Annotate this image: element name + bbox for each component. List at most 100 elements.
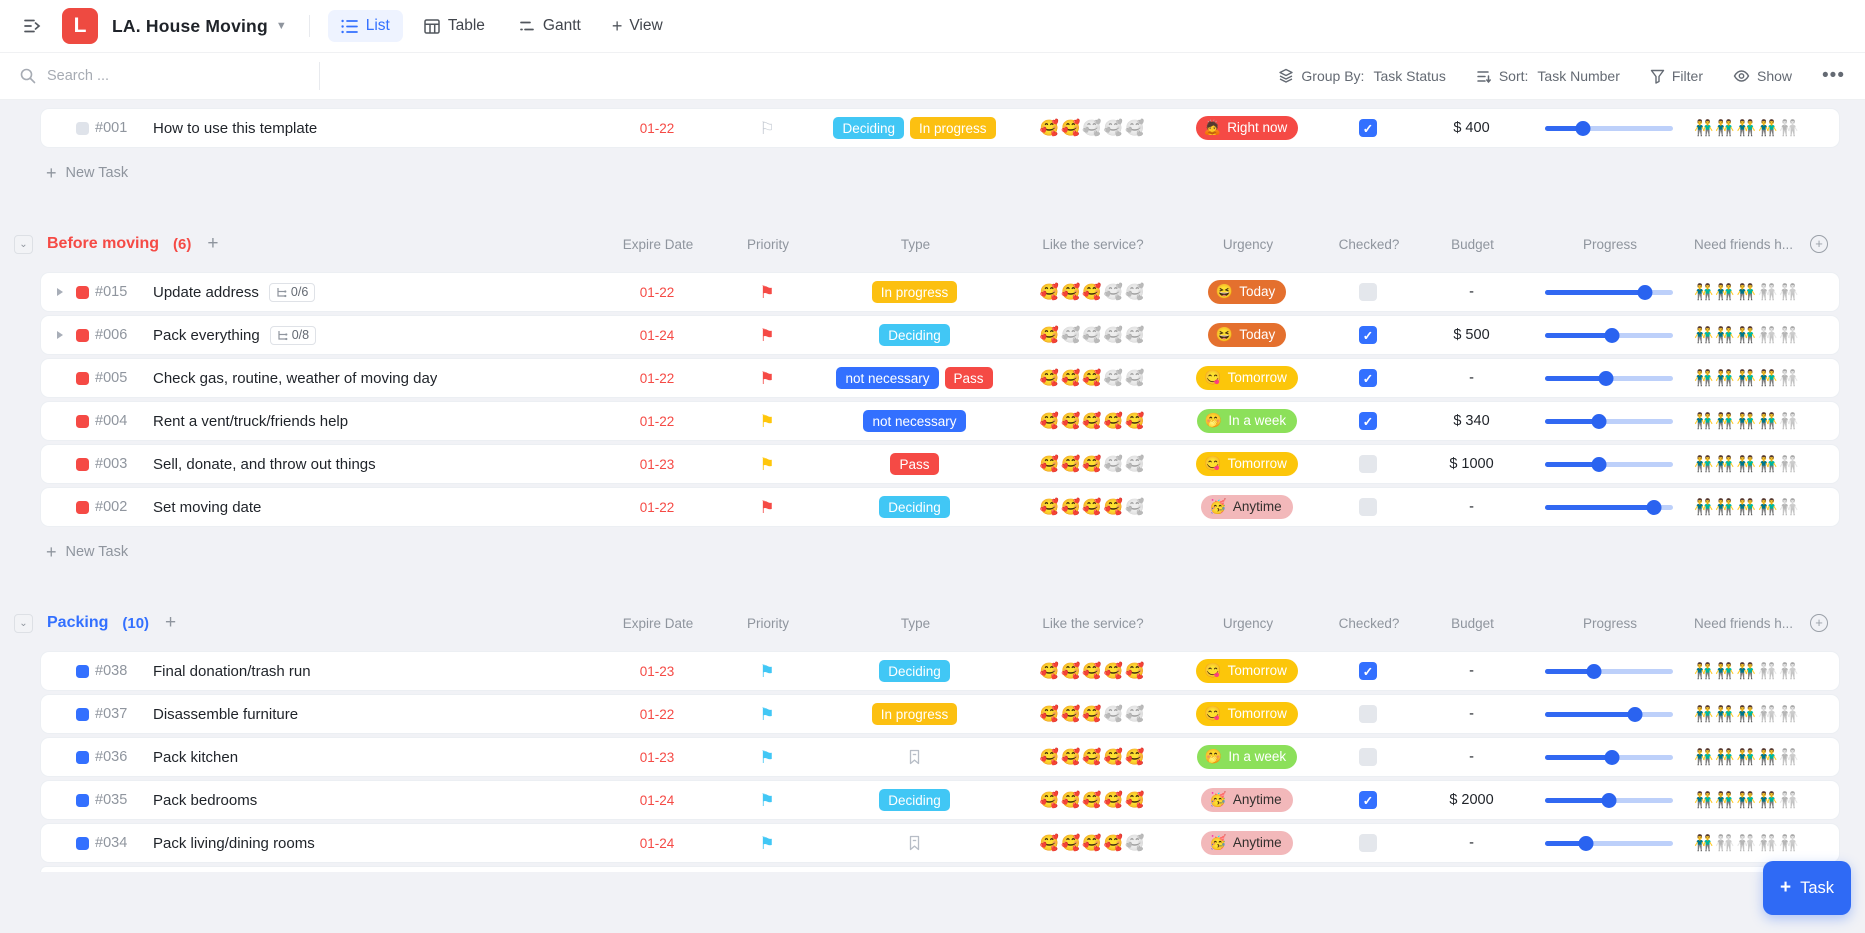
- rating-emoji[interactable]: 👬: [1694, 369, 1714, 387]
- rating-emoji[interactable]: 🥰: [1124, 369, 1145, 387]
- rating-emoji[interactable]: 👬: [1736, 705, 1756, 723]
- status-dot[interactable]: [75, 414, 89, 428]
- rating-emoji[interactable]: 👬: [1757, 791, 1778, 809]
- status-dot[interactable]: [75, 285, 89, 299]
- rating-emoji[interactable]: 🥰: [1124, 748, 1145, 766]
- checked-checkbox[interactable]: [1359, 498, 1377, 516]
- friends-rating[interactable]: 👬 👬 👬 👬 👬: [1689, 369, 1829, 388]
- rating-emoji[interactable]: 🥰: [1082, 748, 1102, 766]
- rating-emoji[interactable]: 🥰: [1082, 662, 1102, 680]
- expand-arrow-icon[interactable]: [57, 288, 63, 296]
- rating-emoji[interactable]: 👬: [1779, 412, 1799, 430]
- budget-value[interactable]: -: [1469, 835, 1474, 851]
- urgency-badge[interactable]: 😋 Tomorrow: [1196, 366, 1298, 390]
- urgency-badge[interactable]: 😋 Tomorrow: [1196, 452, 1298, 476]
- progress-slider[interactable]: [1545, 499, 1673, 515]
- rating-emoji[interactable]: 👬: [1694, 662, 1714, 680]
- subtask-counter[interactable]: 0/6: [268, 282, 316, 302]
- rating-emoji[interactable]: 👬: [1694, 455, 1714, 473]
- rating-emoji[interactable]: 🥰: [1039, 834, 1060, 852]
- rating-emoji[interactable]: 👬: [1757, 498, 1778, 516]
- progress-slider[interactable]: [1545, 284, 1673, 300]
- progress-slider[interactable]: [1545, 663, 1673, 679]
- more-menu-icon[interactable]: •••: [1822, 65, 1845, 86]
- type-cell[interactable]: Deciding: [817, 789, 1012, 811]
- rating-emoji[interactable]: 👬: [1736, 748, 1756, 766]
- like-rating[interactable]: 🥰 🥰 🥰 🥰 🥰: [1012, 748, 1172, 767]
- priority-flag-icon[interactable]: ⚑: [759, 661, 775, 681]
- task-title[interactable]: Pack bedrooms: [153, 791, 258, 809]
- like-rating[interactable]: 🥰 🥰 🥰 🥰 🥰: [1012, 369, 1172, 388]
- task-row[interactable]: #034 Pack living/dining rooms 01-24 ⚑ 🥰 🥰…: [40, 823, 1840, 863]
- rating-emoji[interactable]: 🥰: [1082, 705, 1102, 723]
- status-dot[interactable]: [75, 793, 89, 807]
- task-title[interactable]: Final donation/trash run: [153, 662, 311, 680]
- type-cell[interactable]: Deciding: [817, 496, 1012, 518]
- slider-thumb[interactable]: [1578, 836, 1594, 851]
- progress-slider[interactable]: [1545, 327, 1673, 343]
- workspace-logo[interactable]: L: [62, 8, 98, 44]
- rating-emoji[interactable]: 👬: [1779, 119, 1799, 137]
- expire-date[interactable]: 01-23: [639, 456, 675, 472]
- task-row[interactable]: #003 Sell, donate, and throw out things …: [40, 444, 1840, 484]
- rating-emoji[interactable]: 👬: [1715, 369, 1735, 387]
- rating-emoji[interactable]: 👬: [1715, 455, 1735, 473]
- rating-emoji[interactable]: 👬: [1736, 455, 1756, 473]
- status-dot[interactable]: [75, 500, 89, 514]
- rating-emoji[interactable]: 👬: [1715, 791, 1735, 809]
- expire-date[interactable]: 01-22: [639, 120, 675, 136]
- rating-emoji[interactable]: 🥰: [1082, 326, 1102, 344]
- slider-thumb[interactable]: [1627, 707, 1643, 722]
- budget-value[interactable]: -: [1469, 499, 1474, 515]
- rating-emoji[interactable]: 🥰: [1124, 119, 1145, 137]
- checked-checkbox[interactable]: [1359, 326, 1377, 344]
- like-rating[interactable]: 🥰 🥰 🥰 🥰 🥰: [1012, 834, 1172, 853]
- budget-value[interactable]: -: [1469, 284, 1474, 300]
- rating-emoji[interactable]: 🥰: [1061, 705, 1081, 723]
- urgency-badge[interactable]: 🥳 Anytime: [1201, 495, 1293, 519]
- rating-emoji[interactable]: 🥰: [1103, 834, 1123, 852]
- task-title[interactable]: Update address: [153, 283, 259, 301]
- rating-emoji[interactable]: 👬: [1736, 662, 1756, 680]
- checked-checkbox[interactable]: [1359, 283, 1377, 301]
- expire-date[interactable]: 01-24: [639, 792, 675, 808]
- rating-emoji[interactable]: 👬: [1694, 748, 1714, 766]
- urgency-badge[interactable]: 😋 Tomorrow: [1196, 702, 1298, 726]
- rating-emoji[interactable]: 👬: [1694, 119, 1714, 137]
- task-row[interactable]: #038 Final donation/trash run 01-23 ⚑ De…: [40, 651, 1840, 691]
- task-title[interactable]: Pack everything: [153, 326, 260, 344]
- rating-emoji[interactable]: 👬: [1757, 705, 1778, 723]
- progress-slider[interactable]: [1545, 456, 1673, 472]
- progress-slider[interactable]: [1545, 370, 1673, 386]
- expand-arrow-icon[interactable]: [57, 331, 63, 339]
- type-badge[interactable]: In progress: [871, 281, 958, 303]
- slider-thumb[interactable]: [1601, 793, 1617, 808]
- rating-emoji[interactable]: 🥰: [1103, 369, 1123, 387]
- rating-emoji[interactable]: 👬: [1757, 662, 1778, 680]
- type-badge[interactable]: Deciding: [879, 496, 950, 518]
- urgency-badge[interactable]: 😆 Today: [1207, 280, 1287, 304]
- checked-checkbox[interactable]: [1359, 705, 1377, 723]
- rating-emoji[interactable]: 👬: [1715, 834, 1735, 852]
- rating-emoji[interactable]: 👬: [1694, 283, 1714, 301]
- new-task-button[interactable]: + New Task: [46, 156, 128, 190]
- budget-value[interactable]: -: [1469, 663, 1474, 679]
- task-title[interactable]: Disassemble furniture: [153, 705, 299, 723]
- rating-emoji[interactable]: 🥰: [1103, 498, 1123, 516]
- task-row[interactable]: #037 Disassemble furniture 01-22 ⚑ In pr…: [40, 694, 1840, 734]
- type-badge[interactable]: Pass: [944, 367, 993, 389]
- friends-rating[interactable]: 👬 👬 👬 👬 👬: [1689, 705, 1829, 724]
- like-rating[interactable]: 🥰 🥰 🥰 🥰 🥰: [1012, 791, 1172, 810]
- group-add-task-icon[interactable]: +: [207, 233, 219, 254]
- rating-emoji[interactable]: 🥰: [1082, 412, 1102, 430]
- status-dot[interactable]: [75, 750, 89, 764]
- rating-emoji[interactable]: 🥰: [1039, 369, 1060, 387]
- type-badge[interactable]: In progress: [909, 117, 996, 139]
- new-task-button[interactable]: + New Task: [46, 535, 128, 569]
- rating-emoji[interactable]: 🥰: [1082, 834, 1102, 852]
- rating-emoji[interactable]: 🥰: [1039, 705, 1060, 723]
- priority-flag-icon[interactable]: ⚑: [759, 704, 775, 724]
- type-badge[interactable]: In progress: [871, 703, 958, 725]
- progress-slider[interactable]: [1545, 413, 1673, 429]
- task-title[interactable]: Check gas, routine, weather of moving da…: [153, 369, 438, 387]
